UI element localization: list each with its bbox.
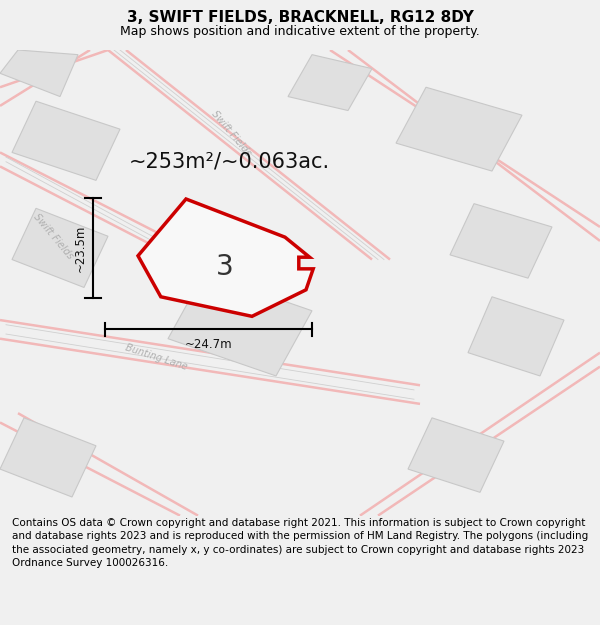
Polygon shape <box>168 274 312 376</box>
Text: ~253m²/~0.063ac.: ~253m²/~0.063ac. <box>129 152 330 172</box>
Text: 3: 3 <box>216 253 234 281</box>
Text: Contains OS data © Crown copyright and database right 2021. This information is : Contains OS data © Crown copyright and d… <box>12 518 588 568</box>
Text: Map shows position and indicative extent of the property.: Map shows position and indicative extent… <box>120 24 480 38</box>
Polygon shape <box>12 208 108 288</box>
Polygon shape <box>396 88 522 171</box>
Polygon shape <box>12 101 120 181</box>
Text: Swift Fields: Swift Fields <box>31 212 74 261</box>
Polygon shape <box>0 418 96 497</box>
Polygon shape <box>450 204 552 278</box>
Text: ~23.5m: ~23.5m <box>73 224 86 272</box>
Polygon shape <box>408 418 504 492</box>
Polygon shape <box>0 50 78 96</box>
Text: Swift Fields: Swift Fields <box>209 109 253 158</box>
Polygon shape <box>288 54 372 111</box>
Text: Bunting Lane: Bunting Lane <box>124 342 188 372</box>
Polygon shape <box>138 199 313 316</box>
Text: ~24.7m: ~24.7m <box>185 338 232 351</box>
Polygon shape <box>468 297 564 376</box>
Text: 3, SWIFT FIELDS, BRACKNELL, RG12 8DY: 3, SWIFT FIELDS, BRACKNELL, RG12 8DY <box>127 10 473 25</box>
